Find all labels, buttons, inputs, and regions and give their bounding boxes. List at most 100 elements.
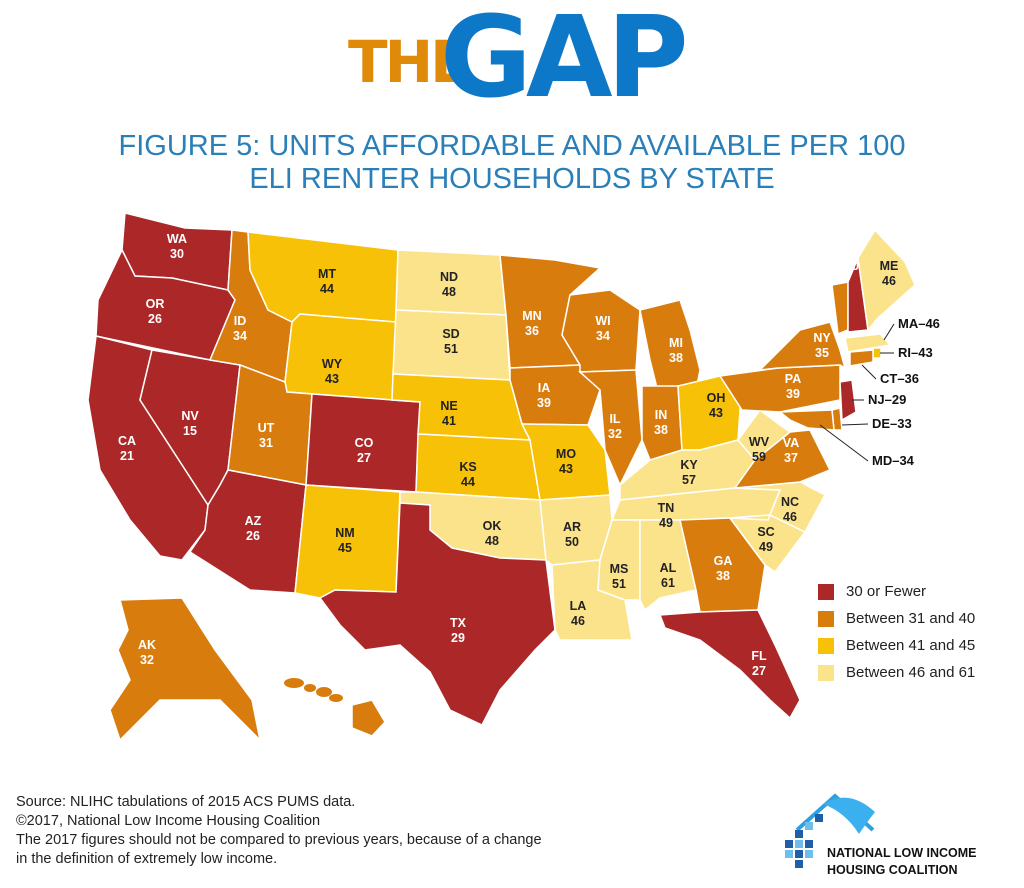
state-abbr-hi: HI: [344, 739, 357, 753]
state-ny: [757, 321, 847, 371]
state-hi-island: [284, 678, 304, 688]
legend-swatch-cat4: [818, 664, 834, 681]
state-abbr-nd: ND: [440, 270, 458, 284]
brand-logo: THE GAP: [0, 2, 1024, 126]
state-ct: [849, 349, 874, 367]
legend-item: Between 31 and 40: [818, 605, 975, 632]
state-abbr-va: VA: [783, 436, 799, 450]
state-value-il: 32: [608, 427, 622, 441]
callout-leader-ct: [861, 364, 877, 380]
state-abbr-tx: TX: [450, 616, 467, 630]
state-value-ut: 31: [259, 436, 273, 450]
state-tx: [318, 502, 556, 726]
legend: 30 or Fewer Between 31 and 40 Between 41…: [818, 578, 975, 686]
state-hi-island: [329, 694, 343, 702]
state-abbr-wa: WA: [167, 232, 187, 246]
state-value-id: 34: [233, 329, 247, 343]
callout-label-de: DE–33: [872, 416, 912, 431]
state-value-nm: 45: [338, 541, 352, 555]
state-value-wi: 34: [596, 329, 610, 343]
state-value-va: 37: [784, 451, 798, 465]
legend-label: Between 46 and 61: [846, 664, 976, 681]
state-abbr-id: ID: [234, 314, 247, 328]
state-value-or: 26: [148, 312, 162, 326]
state-abbr-nv: NV: [181, 409, 199, 423]
state-value-ny: 35: [815, 346, 829, 360]
state-abbr-la: LA: [570, 599, 587, 613]
callout-label-nj: NJ–29: [868, 392, 906, 407]
state-value-sc: 49: [759, 540, 773, 554]
state-value-sd: 51: [444, 342, 458, 356]
state-abbr-nc: NC: [781, 495, 799, 509]
state-value-mi: 38: [669, 351, 683, 365]
state-ma: [844, 333, 892, 353]
state-ri: [872, 347, 882, 359]
legend-swatch-cat1: [818, 583, 834, 600]
state-value-mn: 36: [525, 324, 539, 338]
state-value-nv: 15: [183, 424, 197, 438]
figure-title-line1: FIGURE 5: UNITS AFFORDABLE AND AVAILABLE…: [118, 130, 906, 162]
state-abbr-vt: VT: [818, 255, 834, 269]
state-value-ca: 21: [120, 449, 134, 463]
callout-leader-md: [819, 424, 869, 462]
callout-leader-ma: [883, 323, 895, 341]
state-abbr-nh: NH: [843, 244, 861, 258]
state-abbr-ms: MS: [610, 562, 629, 576]
state-abbr-or: OR: [146, 297, 165, 311]
legend-label: 30 or Fewer: [846, 583, 927, 600]
state-value-nc: 46: [783, 510, 797, 524]
state-value-ok: 48: [485, 534, 499, 548]
legend-label: Between 41 and 45: [846, 637, 976, 654]
state-value-me: 46: [882, 274, 896, 288]
source-note: Source: NLIHC tabulations of 2015 ACS PU…: [16, 793, 542, 869]
brand-the: THE: [348, 28, 470, 96]
state-abbr-fl: FL: [751, 649, 767, 663]
legend-label: Between 31 and 40: [846, 610, 976, 627]
copyright-line: ©2017, National Low Income Housing Coali…: [16, 813, 321, 829]
callout-label-md: MD–34: [872, 453, 915, 468]
brand-gap: GAP: [440, 0, 689, 123]
org-logo: NATIONAL LOW INCOME HOUSING COALITION: [775, 790, 1015, 880]
state-value-pa: 39: [786, 387, 800, 401]
org-name: NATIONAL LOW INCOME HOUSING COALITION: [827, 845, 977, 879]
state-abbr-ak: AK: [138, 638, 156, 652]
callout-leader-de: [841, 423, 869, 426]
state-abbr-nm: NM: [335, 526, 354, 540]
state-abbr-ut: UT: [258, 421, 275, 435]
state-vt: [831, 281, 849, 336]
state-pa: [718, 364, 841, 413]
state-hi: [351, 699, 386, 737]
state-value-ak: 32: [140, 653, 154, 667]
figure-title-line2: ELI RENTER HOUSEHOLDS BY STATE: [249, 163, 775, 195]
state-value-ky: 57: [682, 473, 696, 487]
state-value-la: 46: [571, 614, 585, 628]
state-value-mt: 44: [320, 282, 334, 296]
state-value-co: 27: [357, 451, 371, 465]
state-abbr-ky: KY: [680, 458, 698, 472]
state-abbr-sd: SD: [442, 327, 459, 341]
state-value-ar: 50: [565, 535, 579, 549]
state-value-fl: 27: [752, 664, 766, 678]
state-abbr-pa: PA: [785, 372, 801, 386]
state-value-oh: 43: [709, 406, 723, 420]
state-wv: [737, 408, 792, 462]
state-abbr-sc: SC: [757, 525, 774, 539]
state-mi: [639, 299, 701, 393]
state-abbr-in: IN: [655, 408, 668, 422]
state-value-ks: 44: [461, 475, 475, 489]
state-abbr-oh: OH: [707, 391, 726, 405]
state-abbr-wy: WY: [322, 357, 343, 371]
state-abbr-mt: MT: [318, 267, 336, 281]
org-name-line2: HOUSING COALITION: [827, 863, 958, 877]
state-value-hi: 35: [343, 754, 357, 768]
legend-swatch-cat2: [818, 610, 834, 627]
state-value-nd: 48: [442, 285, 456, 299]
legend-item: Between 41 and 45: [818, 632, 975, 659]
state-abbr-ar: AR: [563, 520, 581, 534]
state-value-ne: 41: [442, 414, 456, 428]
state-abbr-ok: OK: [483, 519, 502, 533]
state-abbr-mo: MO: [556, 447, 576, 461]
state-hi-island: [304, 684, 316, 692]
state-abbr-ne: NE: [440, 399, 457, 413]
